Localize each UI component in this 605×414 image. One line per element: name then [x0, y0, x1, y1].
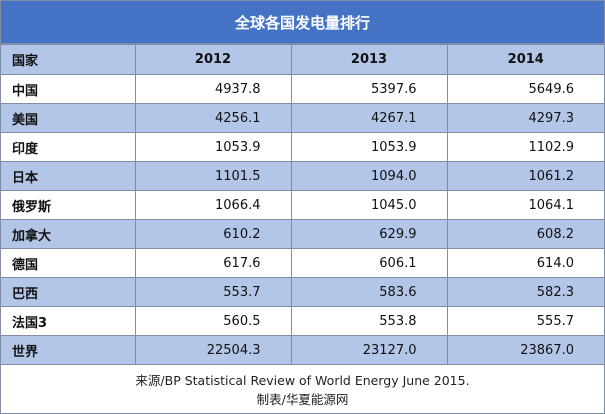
value-cell: 606.1	[290, 248, 448, 278]
country-cell: 中国	[1, 74, 136, 104]
value-cell: 1066.4	[134, 190, 292, 220]
table-row: 日本 1101.5 1094.0 1061.2	[1, 161, 604, 191]
table-row: 美国 4256.1 4267.1 4297.3	[1, 103, 604, 133]
column-header-2012: 2012	[134, 44, 292, 75]
header-row: 国家 2012 2013 2014	[1, 44, 604, 75]
value-cell: 23127.0	[290, 335, 448, 365]
value-cell: 5397.6	[290, 74, 448, 104]
value-cell: 582.3	[446, 277, 604, 307]
value-cell: 614.0	[446, 248, 604, 278]
country-cell: 世界	[1, 335, 136, 365]
data-table: 国家 2012 2013 2014 中国 4937.8 5397.6 5649.6 美国…	[1, 44, 604, 365]
country-cell: 俄罗斯	[1, 190, 136, 220]
table-body: 中国 4937.8 5397.6 5649.6 美国 4256.1 4267.1 4297.3…	[1, 74, 604, 365]
value-cell: 1064.1	[446, 190, 604, 220]
table-row: 德国 617.6 606.1 614.0	[1, 248, 604, 278]
country-cell: 美国	[1, 103, 136, 133]
country-cell: 德国	[1, 248, 136, 278]
table-row: 世界 22504.3 23127.0 23867.0	[1, 335, 604, 365]
table-row: 俄罗斯 1066.4 1045.0 1064.1	[1, 190, 604, 220]
value-cell: 22504.3	[134, 335, 292, 365]
value-cell: 1101.5	[134, 161, 292, 191]
value-cell: 1102.9	[446, 132, 604, 162]
value-cell: 23867.0	[446, 335, 604, 365]
table-row: 法国3 560.5 553.8 555.7	[1, 306, 604, 336]
value-cell: 617.6	[134, 248, 292, 278]
column-header-country: 国家	[1, 44, 136, 75]
table-title: 全球各国发电量排行	[1, 1, 604, 44]
value-cell: 553.7	[134, 277, 292, 307]
column-header-2013: 2013	[290, 44, 448, 75]
column-header-2014: 2014	[446, 44, 604, 75]
value-cell: 4256.1	[134, 103, 292, 133]
value-cell: 4937.8	[134, 74, 292, 104]
value-cell: 4297.3	[446, 103, 604, 133]
table-row: 印度 1053.9 1053.9 1102.9	[1, 132, 604, 162]
value-cell: 560.5	[134, 306, 292, 336]
value-cell: 629.9	[290, 219, 448, 249]
country-cell: 日本	[1, 161, 136, 191]
value-cell: 553.8	[290, 306, 448, 336]
table-footer: 来源/BP Statistical Review of World Energy…	[1, 367, 604, 413]
country-cell: 巴西	[1, 277, 136, 307]
table-row: 巴西 553.7 583.6 582.3	[1, 277, 604, 307]
value-cell: 1094.0	[290, 161, 448, 191]
value-cell: 1045.0	[290, 190, 448, 220]
country-cell: 法国3	[1, 306, 136, 336]
value-cell: 4267.1	[290, 103, 448, 133]
value-cell: 555.7	[446, 306, 604, 336]
table-row: 加拿大 610.2 629.9 608.2	[1, 219, 604, 249]
value-cell: 610.2	[134, 219, 292, 249]
source-note: 来源/BP Statistical Review of World Energy…	[135, 373, 470, 388]
value-cell: 5649.6	[446, 74, 604, 104]
country-cell: 加拿大	[1, 219, 136, 249]
value-cell: 1053.9	[290, 132, 448, 162]
value-cell: 1053.9	[134, 132, 292, 162]
value-cell: 608.2	[446, 219, 604, 249]
country-cell: 印度	[1, 132, 136, 162]
credit-note: 制表/华夏能源网	[256, 392, 349, 407]
table-row: 中国 4937.8 5397.6 5649.6	[1, 74, 604, 104]
value-cell: 583.6	[290, 277, 448, 307]
value-cell: 1061.2	[446, 161, 604, 191]
